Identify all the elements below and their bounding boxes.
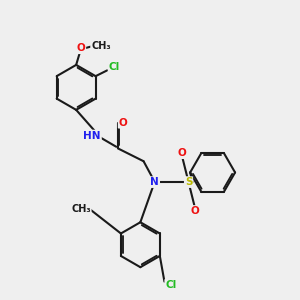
Text: HN: HN bbox=[83, 130, 101, 141]
Text: O: O bbox=[190, 206, 199, 216]
Text: N: N bbox=[150, 177, 159, 187]
Text: S: S bbox=[185, 177, 192, 187]
Text: O: O bbox=[178, 148, 187, 158]
Text: Cl: Cl bbox=[165, 280, 176, 290]
Text: CH₃: CH₃ bbox=[91, 40, 111, 51]
Text: O: O bbox=[76, 43, 85, 53]
Text: CH₃: CH₃ bbox=[71, 204, 91, 214]
Text: Cl: Cl bbox=[109, 61, 120, 71]
Text: O: O bbox=[119, 118, 128, 128]
